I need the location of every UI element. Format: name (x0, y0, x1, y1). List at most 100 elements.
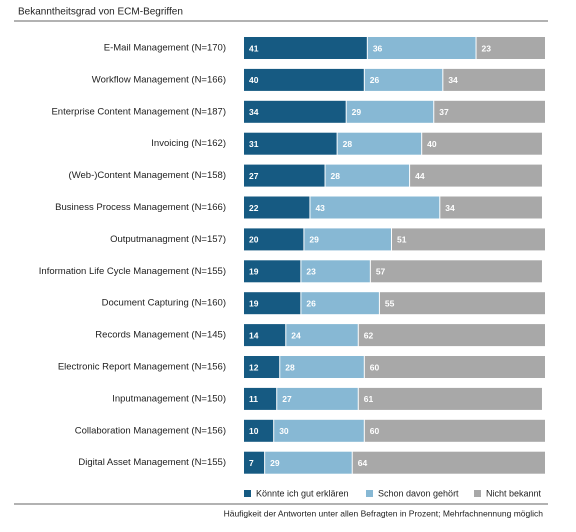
category-label: Workflow Management (N=166) (92, 74, 226, 85)
legend-label: Nicht bekannt (486, 488, 542, 498)
value-label: 62 (364, 330, 374, 340)
bar-segment (265, 451, 352, 474)
bar-segment (337, 132, 422, 155)
chart-title: Bekanntheitsgrad von ECM-Begriffen (18, 7, 183, 18)
bar-segment (244, 196, 310, 219)
bar-segment (244, 132, 337, 155)
bar-segment (352, 451, 545, 474)
bar-segment (325, 164, 410, 187)
category-label: Collaboration Management (N=156) (75, 425, 226, 436)
value-label: 31 (249, 139, 259, 149)
category-label: Outputmanagment (N=157) (110, 234, 226, 245)
value-label: 55 (385, 298, 395, 308)
value-label: 19 (249, 298, 259, 308)
value-label: 22 (249, 203, 259, 213)
bar-segment (364, 356, 545, 378)
legend-label: Könnte ich gut erklären (256, 488, 349, 498)
bar-segment (244, 292, 301, 315)
bar-segment (422, 132, 542, 155)
value-label: 29 (352, 107, 362, 117)
value-label: 7 (249, 458, 254, 468)
bar-segment (367, 37, 476, 59)
value-label: 34 (249, 107, 259, 117)
value-label: 60 (370, 362, 380, 372)
value-label: 40 (427, 139, 437, 149)
category-label: Electronic Report Management (N=156) (58, 362, 226, 373)
value-label: 30 (279, 426, 289, 436)
value-label: 34 (448, 75, 458, 85)
bar-segment (244, 37, 367, 59)
value-label: 20 (249, 235, 259, 245)
bar-segment (244, 356, 280, 378)
bar-segment (364, 419, 545, 442)
category-label: Enterprise Content Management (N=187) (51, 106, 226, 117)
bar-segment (244, 68, 364, 91)
category-label: (Web-)Content Management (N=158) (69, 170, 226, 181)
category-label: Invoicing (N=162) (151, 138, 226, 149)
value-label: 26 (306, 298, 316, 308)
value-label: 43 (315, 203, 325, 213)
value-label: 29 (309, 235, 319, 245)
footnote: Häufigkeit der Antworten unter allen Bef… (224, 508, 544, 518)
legend-swatch (244, 490, 251, 497)
category-label: E-Mail Management (N=170) (104, 43, 226, 54)
value-label: 11 (249, 394, 258, 404)
bar-segment (274, 419, 364, 442)
bar-segment (304, 228, 391, 251)
value-label: 24 (291, 330, 301, 340)
bar-segment (286, 324, 358, 347)
value-label: 41 (249, 43, 259, 53)
bar-segment (440, 196, 542, 219)
value-label: 34 (445, 203, 455, 213)
bar-segment (301, 292, 379, 315)
legend-swatch (366, 490, 373, 497)
bar-segment (379, 292, 545, 315)
value-label: 36 (373, 43, 383, 53)
bar-segment (244, 260, 301, 283)
bar-segment (391, 228, 545, 251)
bar-segment (346, 100, 434, 123)
value-label: 23 (306, 267, 316, 277)
bar-segment (244, 228, 304, 251)
value-label: 40 (249, 75, 259, 85)
category-label: Information Life Cycle Management (N=155… (39, 266, 226, 277)
bar-segment (277, 387, 358, 410)
value-label: 37 (439, 107, 449, 117)
value-label: 19 (249, 267, 259, 277)
bar-segment (280, 356, 364, 378)
bar-segment (244, 451, 265, 474)
value-label: 12 (249, 362, 259, 372)
bar-segment (244, 100, 346, 123)
bar-segment (244, 419, 274, 442)
bar-segment (443, 68, 545, 91)
value-label: 57 (376, 267, 386, 277)
value-label: 27 (249, 171, 259, 181)
category-label: Business Process Management (N=166) (55, 202, 226, 213)
bar-segment (244, 387, 277, 410)
value-label: 10 (249, 426, 259, 436)
bar-segment (364, 68, 443, 91)
bar-segment (370, 260, 542, 283)
bar-segment (476, 37, 545, 59)
bar-segment (410, 164, 542, 187)
bar-segment (244, 164, 325, 187)
value-label: 28 (343, 139, 353, 149)
value-label: 29 (270, 458, 280, 468)
bar-segment (244, 324, 286, 347)
bar-segment (310, 196, 440, 219)
value-label: 61 (364, 394, 374, 404)
value-label: 27 (282, 394, 292, 404)
category-label: Records Management (N=145) (95, 330, 226, 341)
value-label: 28 (285, 362, 295, 372)
value-label: 14 (249, 330, 259, 340)
legend-swatch (474, 490, 481, 497)
value-label: 64 (358, 458, 368, 468)
value-label: 28 (331, 171, 341, 181)
bar-segment (358, 324, 545, 347)
category-label: Inputmanagement (N=150) (112, 393, 226, 404)
value-label: 23 (482, 43, 492, 53)
legend-label: Schon davon gehört (378, 488, 459, 498)
bar-segment (434, 100, 545, 123)
category-label: Digital Asset Management (N=155) (78, 457, 226, 468)
